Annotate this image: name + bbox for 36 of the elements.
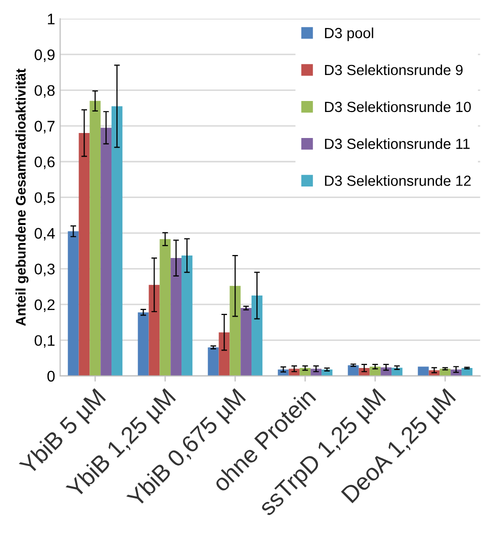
bar: [170, 258, 182, 376]
y-tick-label: 0,9: [34, 49, 55, 62]
bar: [160, 239, 171, 376]
bar: [148, 284, 160, 376]
bar: [90, 100, 101, 376]
y-tick-label: 0,6: [34, 156, 55, 170]
bar: [348, 365, 359, 376]
bar: [68, 231, 79, 376]
bar: [418, 366, 429, 376]
y-tick-label: 0,8: [34, 85, 55, 98]
y-tick-label: 0: [47, 370, 55, 382]
legend-label: D3 Selektionsrunde 9: [325, 64, 463, 76]
bar: [100, 128, 112, 376]
legend-label: D3 Selektionsrunde 10: [325, 101, 471, 112]
y-tick-label: 0,2: [34, 299, 55, 312]
bar: [392, 368, 402, 376]
bar: [208, 347, 219, 376]
legend-label: D3 pool: [325, 28, 374, 42]
y-axis-title: Anteil gebundene Gesamtradioaktivität: [15, 68, 28, 326]
bar: [138, 312, 149, 376]
bar: [230, 286, 241, 376]
y-tick-label: 0,5: [34, 192, 55, 205]
y-tick-label: 1: [48, 14, 55, 24]
y-tick-label: 0,7: [34, 120, 55, 134]
bar: [252, 296, 262, 376]
y-tick-label: 0,3: [34, 264, 55, 276]
bar: [182, 256, 192, 376]
bar: [370, 366, 381, 376]
bar: [78, 133, 90, 376]
legend-label: D3 Selektionsrunde 12: [325, 175, 471, 186]
y-tick-label: 0,4: [34, 228, 55, 241]
bar: [240, 308, 252, 376]
legend-label: D3 Selektionsrunde 11: [325, 138, 470, 150]
bar: [218, 332, 230, 376]
bar: [112, 106, 122, 376]
y-tick-label: 0,1: [34, 335, 55, 348]
